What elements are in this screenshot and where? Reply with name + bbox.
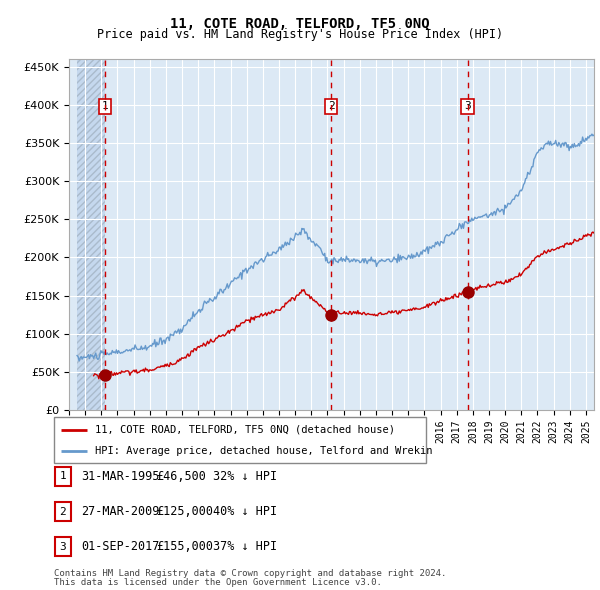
Text: 2: 2 — [59, 507, 67, 516]
Text: HPI: Average price, detached house, Telford and Wrekin: HPI: Average price, detached house, Telf… — [95, 445, 433, 455]
Text: 01-SEP-2017: 01-SEP-2017 — [81, 540, 160, 553]
Text: 32% ↓ HPI: 32% ↓ HPI — [213, 470, 277, 483]
Text: 1: 1 — [59, 471, 67, 481]
Text: Contains HM Land Registry data © Crown copyright and database right 2024.: Contains HM Land Registry data © Crown c… — [54, 569, 446, 578]
Text: 2: 2 — [328, 101, 335, 112]
Text: 3: 3 — [59, 542, 67, 552]
Text: 1: 1 — [102, 101, 109, 112]
Text: 31-MAR-1995: 31-MAR-1995 — [81, 470, 160, 483]
Text: 11, COTE ROAD, TELFORD, TF5 0NQ (detached house): 11, COTE ROAD, TELFORD, TF5 0NQ (detache… — [95, 425, 395, 435]
Text: 40% ↓ HPI: 40% ↓ HPI — [213, 505, 277, 518]
Text: £46,500: £46,500 — [156, 470, 206, 483]
Text: £125,000: £125,000 — [156, 505, 213, 518]
Bar — [77, 59, 105, 410]
FancyBboxPatch shape — [55, 537, 71, 556]
FancyBboxPatch shape — [55, 502, 71, 521]
Text: 11, COTE ROAD, TELFORD, TF5 0NQ: 11, COTE ROAD, TELFORD, TF5 0NQ — [170, 17, 430, 31]
Text: 3: 3 — [464, 101, 471, 112]
Text: Price paid vs. HM Land Registry's House Price Index (HPI): Price paid vs. HM Land Registry's House … — [97, 28, 503, 41]
Text: £155,000: £155,000 — [156, 540, 213, 553]
FancyBboxPatch shape — [55, 467, 71, 486]
FancyBboxPatch shape — [54, 417, 426, 463]
Text: 37% ↓ HPI: 37% ↓ HPI — [213, 540, 277, 553]
Text: This data is licensed under the Open Government Licence v3.0.: This data is licensed under the Open Gov… — [54, 578, 382, 587]
Text: 27-MAR-2009: 27-MAR-2009 — [81, 505, 160, 518]
